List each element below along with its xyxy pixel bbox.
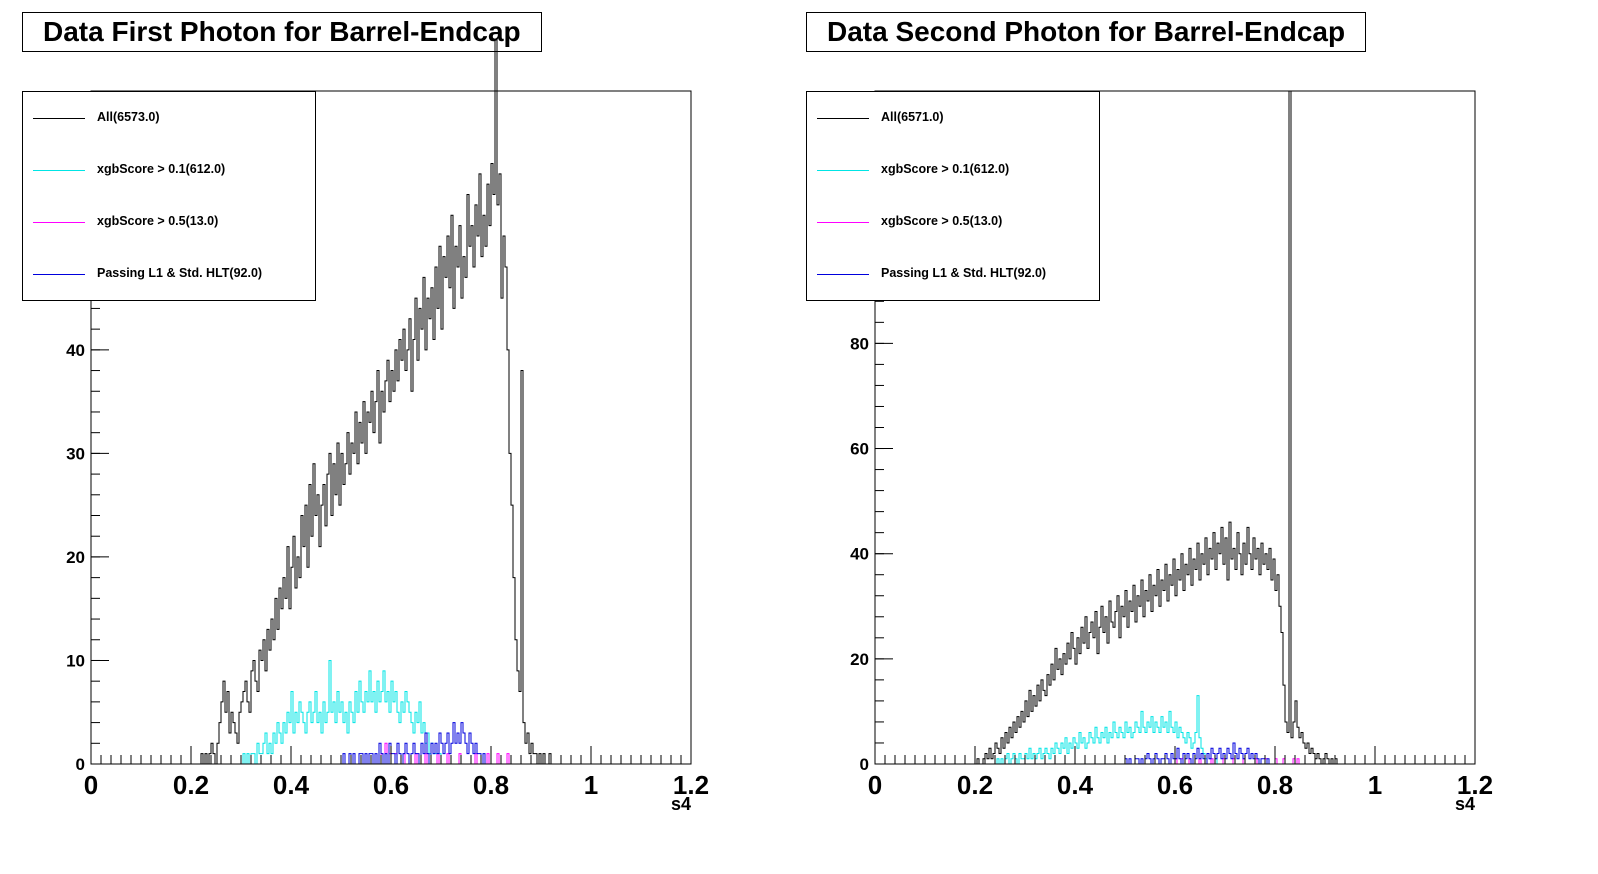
series-line-3 bbox=[341, 722, 486, 765]
legend-label: xgbScore > 0.5(13.0) bbox=[881, 214, 1003, 228]
series-line-3 bbox=[1124, 742, 1270, 765]
legend-swatch bbox=[33, 222, 85, 223]
y-tick-label: 60 bbox=[850, 440, 869, 459]
series-line-0 bbox=[975, 90, 1338, 765]
legend-item-xgb-01: xgbScore > 0.1(612.0) bbox=[33, 160, 313, 180]
y-tick-label: 20 bbox=[850, 650, 869, 669]
x-tick-label: 0 bbox=[84, 770, 98, 800]
y-tick-label: 0 bbox=[76, 755, 85, 774]
x-axis-label: s4 bbox=[671, 794, 691, 814]
y-tick-label: 20 bbox=[66, 548, 85, 567]
y-tick-label: 40 bbox=[66, 341, 85, 360]
x-tick-label: 0.2 bbox=[173, 770, 209, 800]
chart-panel-first-photon: Data First Photon for Barrel-Endcap 0 0.2… bbox=[0, 0, 790, 874]
legend-label: xgbScore > 0.1(612.0) bbox=[97, 162, 226, 176]
legend-label: All(6571.0) bbox=[881, 110, 944, 124]
legend-label: All(6573.0) bbox=[97, 110, 160, 124]
legend-swatch bbox=[33, 170, 85, 171]
legend-item-xgb-01: xgbScore > 0.1(612.0) bbox=[817, 160, 1097, 180]
legend-swatch bbox=[33, 274, 85, 275]
x-tick-label: 1 bbox=[1368, 770, 1382, 800]
x-tick-label: 0.6 bbox=[1157, 770, 1193, 800]
legend-label: Passing L1 & Std. HLT(92.0) bbox=[881, 266, 1047, 280]
legend-item-all: All(6571.0) bbox=[817, 108, 1097, 128]
x-tick-label: 0.8 bbox=[473, 770, 509, 800]
x-tick-label: 0.8 bbox=[1257, 770, 1293, 800]
x-tick-label: 1.2 bbox=[673, 770, 709, 800]
legend-swatch bbox=[817, 274, 869, 275]
legend-swatch bbox=[817, 170, 869, 171]
chart-title: Data Second Photon for Barrel-Endcap bbox=[806, 12, 1367, 52]
legend-swatch bbox=[817, 118, 869, 119]
series-line-1 bbox=[241, 659, 442, 765]
histogram-plot: 0 0.2 0.4 0.6 0.8 1 1.2s4 0 20 40 60 80 bbox=[850, 90, 1493, 814]
y-tick-label: 10 bbox=[66, 651, 85, 670]
x-tick-label: 0.2 bbox=[957, 770, 993, 800]
y-tick-label: 80 bbox=[850, 334, 869, 353]
legend: All(6571.0) xgbScore > 0.1(612.0) xgbSco… bbox=[806, 91, 1100, 301]
legend-label: xgbScore > 0.1(612.0) bbox=[881, 162, 1010, 176]
legend-swatch bbox=[33, 118, 85, 119]
y-tick-label: 0 bbox=[860, 755, 869, 774]
chart-title: Data First Photon for Barrel-Endcap bbox=[22, 12, 542, 52]
x-tick-label: 1 bbox=[584, 770, 598, 800]
x-tick-label: 0.4 bbox=[273, 770, 310, 800]
legend: All(6573.0) xgbScore > 0.1(612.0) xgbSco… bbox=[22, 91, 316, 301]
series-line-1 bbox=[995, 695, 1218, 765]
legend-label: xgbScore > 0.5(13.0) bbox=[97, 214, 219, 228]
legend-item-passing-hlt: Passing L1 & Std. HLT(92.0) bbox=[817, 264, 1097, 284]
series-line-2 bbox=[1174, 758, 1300, 765]
y-tick-label: 40 bbox=[850, 545, 869, 564]
x-tick-label: 0 bbox=[868, 770, 882, 800]
histogram-plot: 00.20.40.60.811.2s401020304050 bbox=[66, 38, 709, 814]
legend-item-xgb-05: xgbScore > 0.5(13.0) bbox=[817, 212, 1097, 232]
series-line-0 bbox=[200, 38, 552, 765]
y-tick-label: 30 bbox=[66, 444, 85, 463]
legend-swatch bbox=[817, 222, 869, 223]
x-tick-label: 0.4 bbox=[1057, 770, 1094, 800]
legend-label: Passing L1 & Std. HLT(92.0) bbox=[97, 266, 263, 280]
x-tick-label: 1.2 bbox=[1457, 770, 1493, 800]
legend-item-passing-hlt: Passing L1 & Std. HLT(92.0) bbox=[33, 264, 313, 284]
x-axis-label: s4 bbox=[1455, 794, 1475, 814]
x-tick-label: 0.6 bbox=[373, 770, 409, 800]
chart-panel-second-photon: Data Second Photon for Barrel-Endcap 0 0.… bbox=[784, 0, 1574, 874]
legend-item-xgb-05: xgbScore > 0.5(13.0) bbox=[33, 212, 313, 232]
legend-item-all: All(6573.0) bbox=[33, 108, 313, 128]
